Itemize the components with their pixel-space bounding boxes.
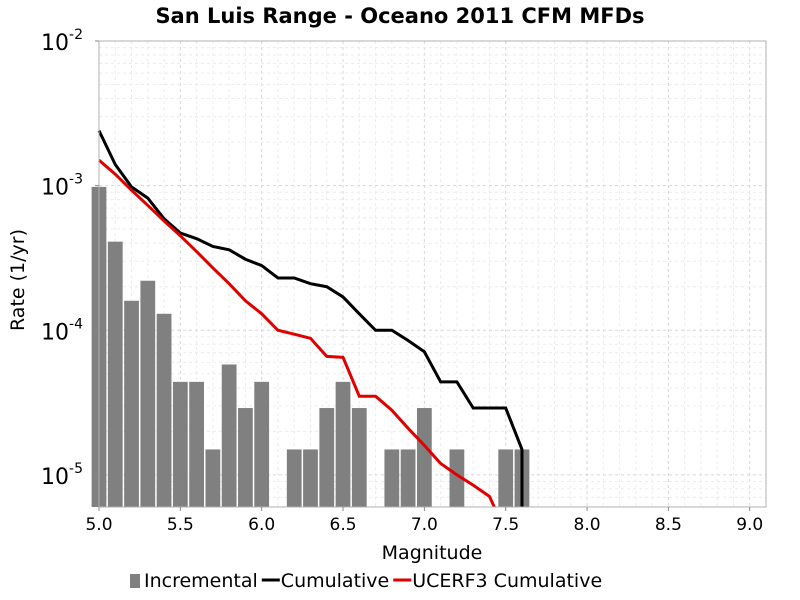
bar xyxy=(319,408,335,507)
legend-label: UCERF3 Cumulative xyxy=(412,570,602,592)
y-tick-label: 10-3 xyxy=(41,172,83,201)
x-tick-label: 7.0 xyxy=(411,515,438,535)
bar xyxy=(172,381,188,507)
bar xyxy=(286,449,302,507)
bar xyxy=(400,449,416,507)
bar xyxy=(384,449,400,507)
x-tick-label: 6.0 xyxy=(248,515,275,535)
bar xyxy=(254,381,270,507)
legend: Incremental Cumulative UCERF3 Cumulative xyxy=(130,570,602,592)
y-tick-label: 10-5 xyxy=(41,461,83,490)
bar xyxy=(449,449,465,507)
line-series xyxy=(97,129,524,508)
ucerf3-cumulative-line xyxy=(98,159,496,508)
cumulative-line xyxy=(97,129,524,507)
y-tick-label: 10-2 xyxy=(41,27,83,56)
legend-item-cumulative: Cumulative xyxy=(261,570,389,592)
legend-label: Incremental xyxy=(144,570,258,592)
bar xyxy=(221,364,237,507)
bar xyxy=(156,313,172,507)
x-axis-ticks: 5.0 5.5 6.0 6.5 7.0 7.5 8.0 8.5 9.0 xyxy=(85,507,763,535)
x-tick-label: 5.0 xyxy=(85,515,112,535)
x-tick-label: 9.0 xyxy=(736,515,763,535)
x-axis-label: Magnitude xyxy=(382,542,483,564)
bar xyxy=(205,449,221,507)
plot-area xyxy=(98,40,767,508)
bar xyxy=(416,408,432,507)
bar xyxy=(498,449,514,507)
y-tick-label: 10-4 xyxy=(41,316,83,345)
x-tick-label: 7.5 xyxy=(492,515,519,535)
bar xyxy=(124,300,139,507)
x-tick-label: 6.5 xyxy=(330,515,357,535)
x-tick-label: 8.5 xyxy=(655,515,682,535)
bar-series xyxy=(91,186,530,507)
bar xyxy=(238,408,253,507)
legend-item-ucerf3-cumulative: UCERF3 Cumulative xyxy=(393,570,602,592)
plot-frame xyxy=(98,40,767,508)
y-axis-ticks: 10-5 10-4 10-3 10-2 xyxy=(41,27,99,490)
x-tick-label: 5.5 xyxy=(167,515,194,535)
legend-swatch xyxy=(130,574,140,588)
bar xyxy=(335,381,351,507)
legend-item-incremental: Incremental xyxy=(130,570,258,592)
x-tick-label: 8.0 xyxy=(574,515,601,535)
legend-label: Cumulative xyxy=(281,570,389,592)
y-axis-label: Rate (1/yr) xyxy=(7,229,29,331)
bar xyxy=(303,449,318,507)
bar xyxy=(189,381,204,507)
bar xyxy=(351,408,367,507)
bar xyxy=(107,241,123,507)
chart-title: San Luis Range - Oceano 2011 CFM MFDs xyxy=(155,4,644,28)
bar xyxy=(140,280,156,507)
